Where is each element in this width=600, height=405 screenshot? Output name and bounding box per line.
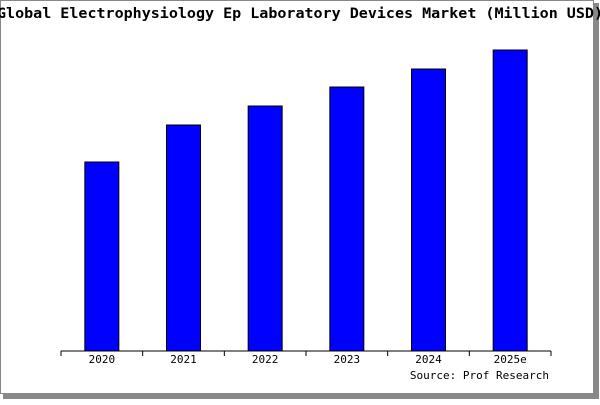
chart-title: Global Electrophysiology Ep Laboratory D… [0, 6, 600, 22]
x-tick-label: 2025e [494, 353, 527, 366]
bar [492, 49, 528, 352]
bar [247, 105, 283, 352]
x-tick-label: 2024 [415, 353, 442, 366]
x-tick-label: 2020 [89, 353, 116, 366]
bar [166, 124, 201, 352]
bar [329, 86, 365, 352]
bar [411, 68, 446, 352]
x-tick-label: 2023 [334, 353, 361, 366]
x-tick-label: 2022 [252, 353, 279, 366]
bar [84, 161, 120, 352]
source-note: Source: Prof Research [410, 369, 549, 382]
x-tick-label: 2021 [170, 353, 197, 366]
